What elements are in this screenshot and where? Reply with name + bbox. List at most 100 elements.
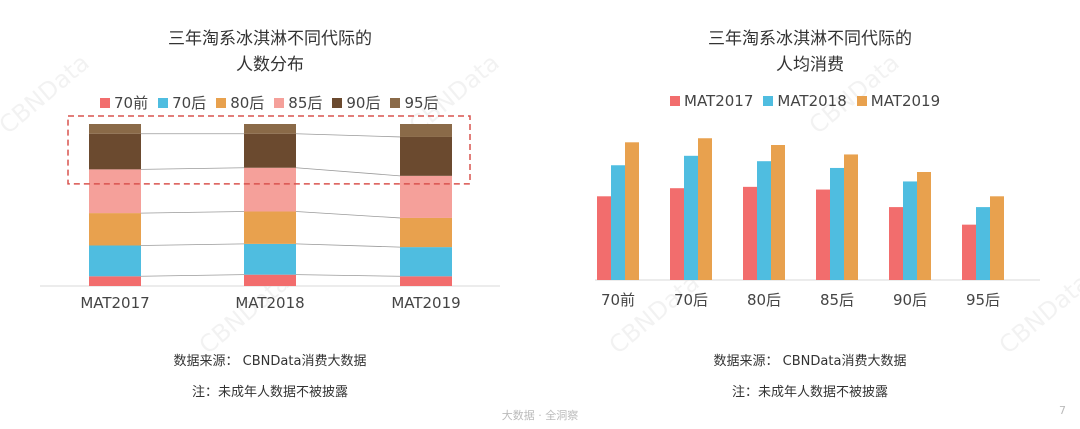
spending-bar: [625, 142, 639, 280]
spending-bar: [670, 188, 684, 280]
distribution-connector-line: [140, 243, 245, 246]
distribution-source-note: 数据来源： CBNData消费大数据: [173, 354, 367, 369]
distribution-legend-label: 95后: [404, 94, 439, 112]
distribution-chart-svg: MAT2017 MAT2018 MAT2019: [40, 115, 500, 312]
spending-legend: MAT2017 MAT2018 MAT2019: [670, 92, 940, 110]
distribution-x-tick-label: MAT2019: [391, 294, 460, 312]
spending-bar: [830, 167, 844, 280]
distribution-bar-segment: [400, 217, 452, 248]
spending-legend-label: MAT2017: [684, 92, 754, 110]
spending-chart-svg: 70前 70后 80后 85后 90后 95后: [595, 138, 1040, 309]
spending-bar: [962, 224, 976, 280]
spending-legend-label: MAT2019: [870, 92, 941, 110]
distribution-bar-segment: [244, 211, 296, 244]
distribution-x-tick-label: MAT2018: [235, 294, 304, 312]
distribution-legend-item: 70前: [100, 92, 148, 113]
distribution-legend-swatch: [332, 97, 343, 108]
page-number: 7: [1059, 404, 1066, 417]
spending-legend-swatch: [763, 96, 774, 106]
distribution-bar-segment: [400, 124, 452, 137]
distribution-legend-label: 80后: [230, 94, 265, 112]
spending-x-tick-label: 70后: [674, 291, 708, 309]
distribution-bar-segment: [244, 167, 296, 212]
distribution-legend-item: 70后: [158, 92, 206, 113]
distribution-legend: 70前 70后 80后 85后 90后 95后: [100, 92, 439, 113]
spending-bar: [844, 154, 858, 280]
distribution-legend-label: 90后: [346, 94, 381, 112]
spending-legend-swatch: [670, 96, 680, 106]
spending-x-tick-label: 80后: [747, 291, 781, 309]
spending-legend-item: MAT2019: [856, 92, 941, 110]
distribution-legend-swatch: [216, 97, 227, 108]
distribution-connector-line: [140, 274, 245, 277]
spending-title-line-1: 三年淘系冰淇淋不同代际的: [708, 29, 912, 49]
spending-bar: [771, 145, 785, 280]
distribution-bar-segment: [89, 133, 141, 170]
spending-bar: [611, 165, 625, 280]
distribution-legend-label: 85后: [288, 94, 323, 112]
spending-legend-item: MAT2017: [670, 92, 753, 110]
spending-legend-label: MAT2018: [777, 92, 847, 110]
distribution-highlight-box: [67, 115, 471, 185]
distribution-chart-panel: 三年淘系冰淇淋不同代际的 人数分布 70前 70后 80后 85后 90后 95后 MAT…: [0, 26, 540, 400]
spending-bar: [889, 207, 903, 280]
distribution-bar-segment: [400, 247, 452, 277]
distribution-legend-item: 90后: [332, 92, 380, 113]
distribution-legend-label: 70前: [114, 94, 149, 112]
distribution-connector-line: [295, 274, 401, 277]
distribution-bar-segment: [89, 169, 141, 214]
distribution-legend-label: 70后: [172, 94, 207, 112]
spending-legend-item: MAT2018: [763, 92, 847, 110]
distribution-connector-line: [140, 211, 245, 214]
distribution-legend-swatch: [274, 97, 285, 108]
distribution-bar-segment: [89, 213, 141, 246]
distribution-connector-line: [295, 167, 401, 177]
page-footer: 大数据 · 全洞察: [501, 409, 579, 422]
distribution-bar-segment: [400, 136, 452, 176]
spending-x-tick-label: 90后: [893, 291, 927, 309]
distribution-bar-segment: [244, 243, 296, 275]
distribution-title-line-1: 三年淘系冰淇淋不同代际的: [168, 29, 372, 49]
spending-legend-swatch: [856, 96, 867, 106]
distribution-legend-item: 85后: [274, 92, 322, 113]
spending-bar: [684, 155, 698, 280]
spending-x-tick-label: 85后: [820, 291, 854, 309]
spending-bar: [976, 207, 990, 280]
distribution-bar-segment: [89, 276, 141, 286]
distribution-title-line-2: 人数分布: [236, 55, 304, 75]
spending-bar: [743, 186, 757, 280]
spending-bar: [698, 138, 712, 280]
distribution-legend-swatch: [390, 97, 401, 108]
distribution-bar-segment: [89, 124, 141, 134]
distribution-bar-segment: [244, 274, 296, 286]
distribution-bar-segment: [244, 133, 296, 168]
spending-bar: [757, 161, 771, 280]
distribution-bar-segment: [89, 245, 141, 277]
spending-bar: [903, 181, 917, 280]
spending-bar: [816, 189, 830, 280]
distribution-legend-swatch: [100, 97, 110, 108]
distribution-bar-segment: [400, 175, 452, 218]
spending-title-line-2: 人均消费: [776, 55, 844, 75]
distribution-connector-line: [140, 167, 245, 170]
distribution-connector-line: [295, 133, 401, 138]
distribution-chart-title: 三年淘系冰淇淋不同代际的 人数分布: [0, 26, 540, 78]
spending-disclaimer-note: 注：未成年人数据不被披露: [731, 385, 888, 400]
spending-x-tick-label: 70前: [601, 291, 635, 309]
distribution-legend-item: 95后: [390, 92, 439, 113]
distribution-legend-item: 80后: [216, 92, 264, 113]
distribution-x-tick-label: MAT2017: [80, 294, 149, 312]
distribution-legend-swatch: [158, 97, 169, 108]
distribution-bar-segment: [244, 124, 296, 134]
spending-bar: [597, 196, 611, 280]
spending-x-tick-label: 95后: [966, 291, 1000, 309]
spending-chart-title: 三年淘系冰淇淋不同代际的 人均消费: [540, 26, 1080, 78]
distribution-connector-line: [295, 243, 401, 248]
spending-bar: [990, 196, 1004, 280]
distribution-bar-segment: [400, 276, 452, 286]
distribution-connector-line: [295, 211, 401, 219]
spending-chart-panel: 三年淘系冰淇淋不同代际的 人均消费 MAT2017 MAT2018 MAT2019 …: [540, 0, 1080, 429]
spending-bar: [917, 172, 931, 280]
spending-source-note: 数据来源： CBNData消费大数据: [713, 354, 907, 369]
distribution-disclaimer-note: 注：未成年人数据不被披露: [191, 385, 348, 400]
